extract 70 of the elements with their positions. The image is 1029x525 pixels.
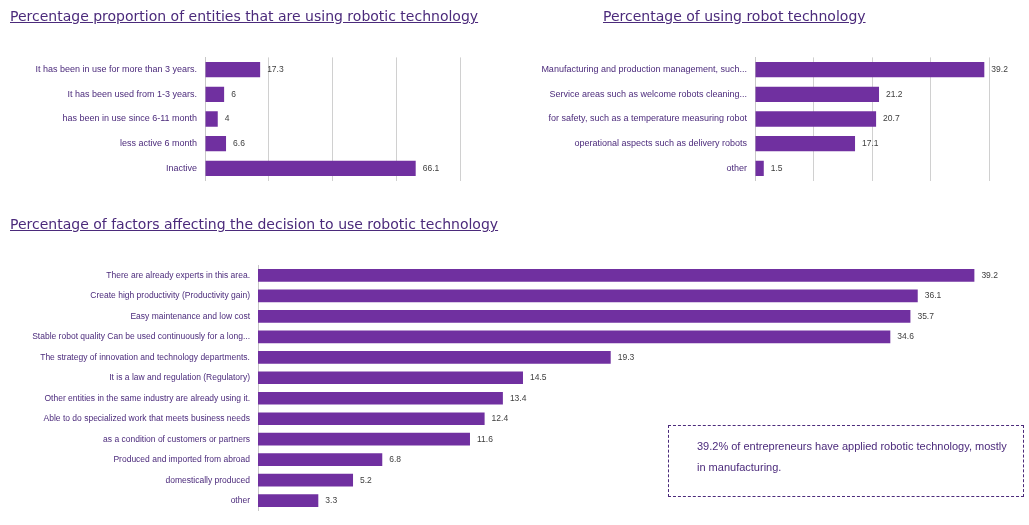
y-tick-label: has been in use since 6-11 month xyxy=(62,113,197,124)
data-label: 6.8 xyxy=(389,454,402,465)
data-label: 34.6 xyxy=(897,331,915,342)
bar xyxy=(258,268,975,282)
y-tick-label: Service areas such as welcome robots cleaning... xyxy=(549,88,747,99)
y-tick-label: operational aspects such as delivery robots xyxy=(574,138,748,149)
data-label: 39.2 xyxy=(981,269,999,280)
chart-title: Percentage proportion of entities that are using robotic technology xyxy=(10,8,479,24)
y-tick-label: Easy maintenance and low cost xyxy=(130,310,251,321)
bar xyxy=(258,432,470,446)
chart-title: Percentage of using robot technology xyxy=(603,8,866,24)
y-tick-label: for safety, such as a temperature measuring robot xyxy=(548,113,748,124)
bar xyxy=(258,289,918,303)
bar xyxy=(755,111,877,127)
data-label: 36.1 xyxy=(924,290,942,301)
y-tick-label: Inactive xyxy=(165,162,197,173)
data-label: 66.1 xyxy=(422,162,440,173)
bar xyxy=(205,62,261,78)
data-label: 19.3 xyxy=(617,351,635,362)
bar xyxy=(258,371,523,385)
bar xyxy=(205,160,416,176)
data-label: 3.3 xyxy=(325,495,338,505)
data-label: 11.6 xyxy=(476,433,494,444)
data-label: 35.7 xyxy=(917,310,935,321)
bar xyxy=(205,111,218,127)
y-tick-label: as a condition of customers or partners xyxy=(103,433,250,444)
y-tick-label: Manufacturing and production management, such... xyxy=(541,64,747,75)
y-tick-label: Produced and imported from abroad xyxy=(113,454,251,465)
data-label: 17.1 xyxy=(862,137,879,148)
chart-title: Percentage of factors affecting the decision to use robotic technology xyxy=(10,216,499,232)
y-tick-label: It has been in use for more than 3 years. xyxy=(35,64,197,75)
data-label: 39.2 xyxy=(991,64,1009,75)
bar xyxy=(258,391,503,405)
bar xyxy=(258,330,891,344)
bar xyxy=(258,412,485,426)
y-tick-label: Able to do specialized work that meets business needs xyxy=(43,413,250,424)
data-label: 20.7 xyxy=(883,113,900,124)
bar xyxy=(755,62,985,78)
y-tick-label: Create high productivity (Productivity gain) xyxy=(90,290,251,301)
bar xyxy=(258,453,383,467)
y-tick-label: It has been used from 1-3 years. xyxy=(67,88,197,99)
data-label: 5.2 xyxy=(360,474,373,485)
y-tick-label: It is a law and regulation (Regulatory) xyxy=(109,372,251,383)
data-label: 21.2 xyxy=(886,88,903,99)
data-label: 1.5 xyxy=(770,162,783,173)
annotation: 39.2% of entrepreneurs have applied robotic technology, mostly in manufacturing. xyxy=(668,425,1024,497)
bar xyxy=(755,160,764,176)
bar xyxy=(755,136,856,152)
bar xyxy=(258,494,319,508)
data-label: 12.4 xyxy=(491,413,509,424)
bar xyxy=(258,350,611,364)
bar xyxy=(205,86,225,102)
data-label: 13.4 xyxy=(509,392,527,403)
y-tick-label: There are already experts in this area. xyxy=(106,269,250,280)
y-tick-label: domestically produced xyxy=(165,474,251,485)
data-label: 4 xyxy=(224,113,230,124)
bar xyxy=(755,86,880,102)
data-label: 6.6 xyxy=(233,137,246,148)
y-tick-label: other xyxy=(726,162,747,173)
bar xyxy=(205,136,227,152)
y-tick-label: Other entities in the same industry are already using it. xyxy=(44,392,250,403)
y-tick-label: less active 6 month xyxy=(119,138,197,149)
bar xyxy=(258,473,354,487)
y-tick-label: Stable robot quality Can be used continuously for a long... xyxy=(32,331,250,342)
y-tick-label: other xyxy=(230,495,251,505)
data-label: 17.3 xyxy=(267,64,284,75)
data-label: 14.5 xyxy=(529,372,547,383)
data-label: 6 xyxy=(231,88,237,99)
bar xyxy=(258,309,911,323)
y-tick-label: The strategy of innovation and technology departments. xyxy=(40,351,250,362)
